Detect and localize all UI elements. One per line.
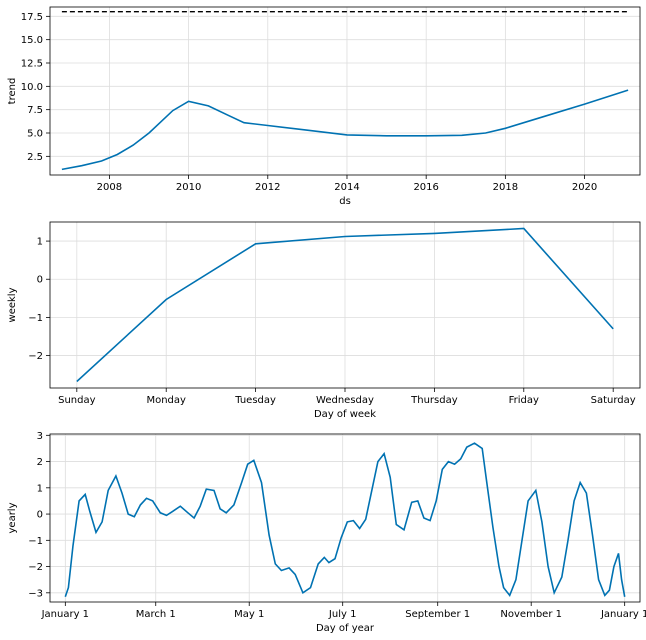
yearly-grid bbox=[50, 434, 640, 602]
x-tick-label: September 1 bbox=[405, 609, 470, 620]
x-tick-label: 2018 bbox=[493, 182, 518, 193]
x-tick-label: Wednesday bbox=[316, 395, 374, 406]
weekly-x-axis-label: Day of week bbox=[314, 409, 376, 420]
x-tick-label: 2012 bbox=[255, 182, 280, 193]
y-tick-label: 1 bbox=[37, 483, 43, 494]
x-tick-label: 2014 bbox=[334, 182, 359, 193]
weekly-series-line bbox=[76, 227, 614, 383]
x-tick-label: Thursday bbox=[410, 395, 458, 406]
y-tick-label: 2.5 bbox=[27, 152, 43, 163]
y-tick-label: 0 bbox=[37, 510, 43, 521]
weekly-y-axis-label: weekly bbox=[7, 287, 18, 322]
y-tick-label: −2 bbox=[28, 351, 43, 362]
y-tick-label: 10.0 bbox=[21, 82, 43, 93]
x-tick-label: Tuesday bbox=[234, 395, 276, 406]
x-tick-label: Saturday bbox=[591, 395, 636, 406]
y-tick-label: 17.5 bbox=[21, 12, 43, 23]
y-tick-label: 15.0 bbox=[21, 35, 43, 46]
x-tick-label: Friday bbox=[509, 395, 539, 406]
yearly-plot-frame bbox=[49, 433, 641, 603]
trend-panel: 2008 2010 2012 2014 2016 2018 2020 2.5 5.0 7.5 10.… bbox=[7, 6, 641, 207]
x-tick-label: March 1 bbox=[136, 609, 176, 620]
y-tick-label: 0 bbox=[37, 275, 43, 286]
trend-grid bbox=[50, 7, 640, 175]
y-tick-label: 3 bbox=[37, 431, 43, 442]
x-tick-label: Monday bbox=[146, 395, 186, 406]
x-tick-label: November 1 bbox=[500, 609, 562, 620]
y-tick-label: 12.5 bbox=[21, 59, 43, 70]
y-tick-label: −2 bbox=[28, 562, 43, 573]
trend-y-axis-label: trend bbox=[7, 78, 18, 105]
trend-x-axis-label: ds bbox=[339, 196, 351, 207]
y-tick-label: −1 bbox=[28, 313, 43, 324]
yearly-series-line bbox=[64, 442, 626, 598]
y-tick-label: 5.0 bbox=[27, 129, 43, 140]
y-tick-label: 2 bbox=[37, 457, 43, 468]
trend-plot-frame bbox=[49, 6, 641, 176]
x-tick-label: January 1 bbox=[600, 609, 646, 620]
yearly-x-axis-label: Day of year bbox=[316, 623, 375, 634]
x-tick-label: Sunday bbox=[58, 395, 95, 406]
weekly-grid bbox=[50, 222, 640, 388]
x-tick-label: 2016 bbox=[413, 182, 438, 193]
y-tick-label: −3 bbox=[28, 588, 43, 599]
y-tick-label: 1 bbox=[37, 237, 43, 248]
x-tick-label: 2020 bbox=[572, 182, 597, 193]
yearly-panel: January 1 March 1 May 1 July 1 September 1 No… bbox=[7, 431, 646, 634]
x-tick-label: May 1 bbox=[234, 609, 264, 620]
x-tick-label: 2010 bbox=[176, 182, 201, 193]
y-tick-label: 7.5 bbox=[27, 105, 43, 116]
yearly-y-axis-label: yearly bbox=[7, 502, 18, 533]
trend-series-line bbox=[61, 89, 629, 171]
x-tick-label: January 1 bbox=[41, 609, 89, 620]
x-tick-label: 2008 bbox=[97, 182, 122, 193]
y-tick-label: −1 bbox=[28, 536, 43, 547]
x-tick-label: July 1 bbox=[328, 609, 357, 620]
weekly-panel: Sunday Monday Tuesday Wednesday Thursday Frid… bbox=[7, 221, 641, 420]
